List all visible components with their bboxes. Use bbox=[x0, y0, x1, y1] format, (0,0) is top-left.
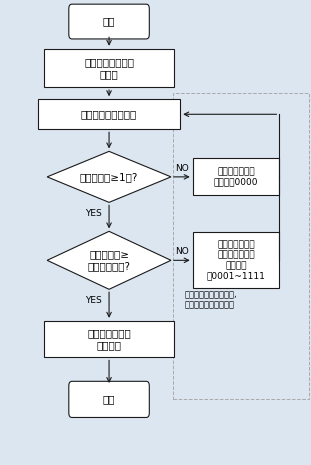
Polygon shape bbox=[47, 232, 171, 289]
Text: 丝杆热变形≥
最大补偿范围?: 丝杆热变形≥ 最大补偿范围? bbox=[88, 250, 131, 271]
FancyBboxPatch shape bbox=[69, 4, 149, 39]
Text: 输出清除补偿控
制代码：0000: 输出清除补偿控 制代码：0000 bbox=[214, 167, 258, 186]
Text: 开始: 开始 bbox=[103, 17, 115, 27]
Text: 注：补偿控制代码位数,
由机床精度要求确定。: 注：补偿控制代码位数, 由机床精度要求确定。 bbox=[185, 290, 238, 309]
FancyBboxPatch shape bbox=[44, 49, 174, 87]
FancyBboxPatch shape bbox=[38, 99, 180, 129]
Text: NO: NO bbox=[175, 247, 189, 257]
Text: 丝杆热补偿控制器
初始化: 丝杆热补偿控制器 初始化 bbox=[84, 57, 134, 79]
Text: 结束: 结束 bbox=[103, 394, 115, 405]
Text: 输出丝杆热变形
异常报警: 输出丝杆热变形 异常报警 bbox=[87, 328, 131, 350]
FancyBboxPatch shape bbox=[193, 232, 279, 288]
FancyBboxPatch shape bbox=[193, 158, 279, 195]
FancyBboxPatch shape bbox=[173, 93, 309, 399]
Text: 读取丝杆热变形数据: 读取丝杆热变形数据 bbox=[81, 109, 137, 120]
FancyBboxPatch shape bbox=[44, 321, 174, 358]
Text: YES: YES bbox=[85, 209, 102, 219]
Text: 输出与丝杆热变
形相对应的补偿
控制代码
：0001~1111: 输出与丝杆热变 形相对应的补偿 控制代码 ：0001~1111 bbox=[207, 240, 265, 280]
Text: YES: YES bbox=[85, 296, 102, 306]
Text: NO: NO bbox=[175, 164, 189, 173]
Text: 丝杆热变形≥1级?: 丝杆热变形≥1级? bbox=[80, 172, 138, 182]
FancyBboxPatch shape bbox=[69, 381, 149, 418]
Polygon shape bbox=[47, 152, 171, 202]
